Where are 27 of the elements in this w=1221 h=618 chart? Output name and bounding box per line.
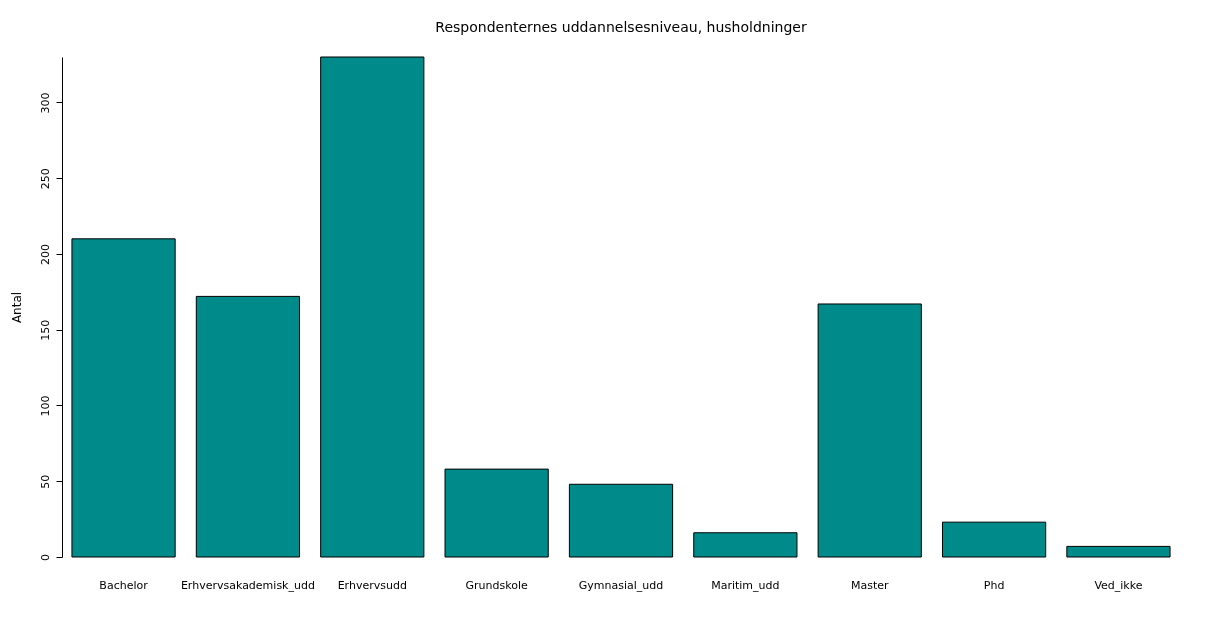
x-tick-label: Erhvervsudd [337,578,407,592]
bar [568,483,674,558]
y-tick-label: 300 [38,92,52,114]
bar [1066,545,1171,558]
x-tick-label: Gymnasial_udd [578,578,664,592]
chart-title: Respondenternes uddannelsesniveau, husholdninger [435,18,807,35]
x-tick-label: Maritim_udd [711,578,780,592]
y-axis-title: Antal [9,291,24,324]
y-tick-label: 50 [38,474,52,489]
y-tick-label: 250 [38,168,52,190]
x-tick-label: Erhvervsakademisk_udd [180,578,315,592]
x-tick-label: Master [850,578,889,592]
bar [941,521,1047,558]
x-tick-label: Bachelor [99,578,149,592]
bar [71,238,176,558]
y-tick-label: 100 [38,395,52,417]
x-tick-label: Grundskole [465,578,528,592]
x-tick-label: Ved_ikke [1094,578,1143,592]
y-tick-label: 0 [38,554,52,561]
bar [195,295,301,558]
bar [320,56,425,558]
bar [693,532,798,558]
y-tick-label: 200 [38,243,52,265]
x-tick-label: Phd [983,578,1005,592]
y-tick-label: 150 [38,319,52,341]
bar [817,303,922,558]
bar [444,468,549,558]
